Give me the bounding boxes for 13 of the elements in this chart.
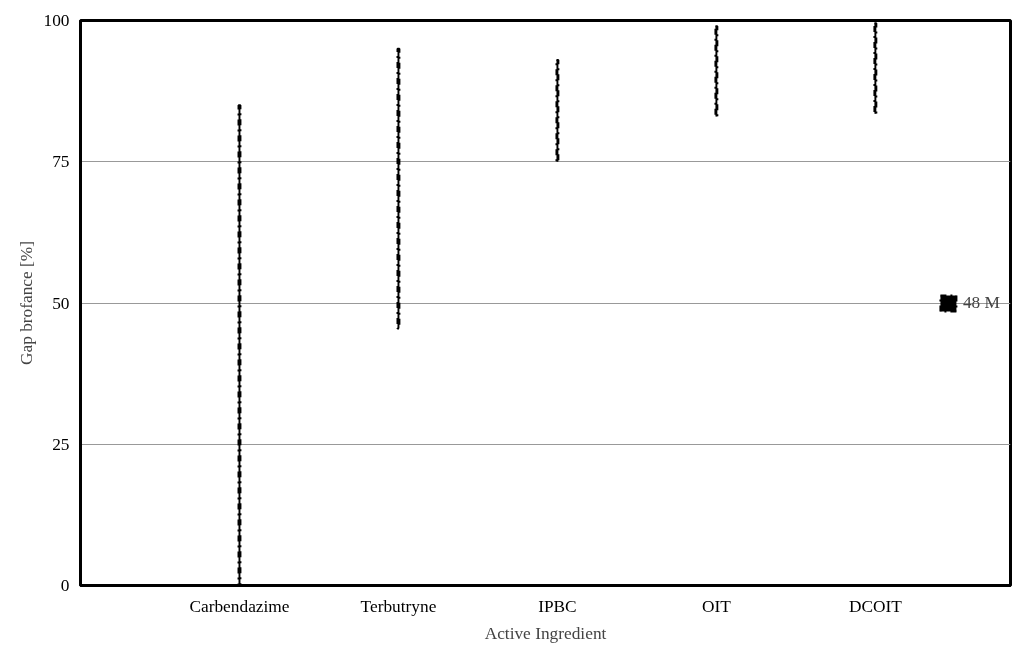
x-tick-label: Terbutryne — [360, 596, 437, 616]
x-tick-label: Carbendazime — [189, 596, 290, 616]
y-tick-label: 25 — [52, 434, 70, 454]
x-tick-label: IPBC — [538, 596, 577, 616]
x-axis-title: Active Ingredient — [484, 623, 607, 643]
y-tick-label: 50 — [52, 293, 70, 313]
y-tick-label: 0 — [60, 576, 70, 595]
legend-label: 48 M — [962, 292, 1000, 313]
x-tick-label: DCOIT — [848, 596, 903, 616]
y-tick-label: 100 — [43, 11, 70, 30]
y-tick-label: 75 — [52, 152, 70, 172]
y-axis-title: Gap brofance [%] — [16, 240, 36, 366]
x-tick-label: OIT — [701, 596, 732, 616]
